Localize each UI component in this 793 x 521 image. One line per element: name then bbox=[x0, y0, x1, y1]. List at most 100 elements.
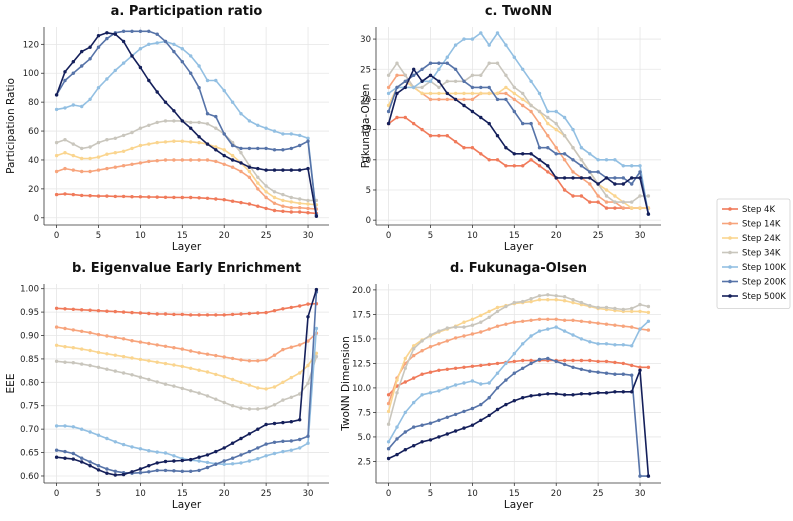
data-point bbox=[71, 103, 76, 107]
data-point bbox=[172, 49, 176, 54]
data-point bbox=[222, 198, 226, 202]
data-point bbox=[222, 162, 226, 166]
data-point bbox=[604, 188, 609, 192]
data-point bbox=[546, 170, 550, 174]
data-point bbox=[71, 60, 76, 64]
data-point bbox=[239, 200, 243, 205]
data-point bbox=[470, 73, 475, 78]
data-point bbox=[487, 158, 491, 162]
legend-swatch-marker bbox=[728, 265, 732, 269]
data-point bbox=[604, 194, 609, 198]
data-point bbox=[105, 138, 109, 142]
data-point bbox=[604, 359, 609, 364]
data-point bbox=[546, 356, 550, 361]
data-point bbox=[306, 363, 310, 368]
data-point bbox=[272, 451, 277, 456]
data-point bbox=[395, 73, 399, 78]
data-point bbox=[264, 168, 268, 172]
data-point bbox=[121, 337, 126, 341]
data-point bbox=[537, 109, 542, 114]
data-point bbox=[638, 368, 642, 372]
data-point bbox=[180, 195, 184, 200]
data-point bbox=[495, 158, 500, 162]
data-point bbox=[189, 366, 193, 370]
data-point bbox=[63, 360, 67, 364]
data-point bbox=[230, 441, 235, 445]
series-line bbox=[387, 298, 649, 412]
y-tick-label: 0 bbox=[366, 216, 371, 226]
data-point bbox=[121, 149, 126, 153]
data-point bbox=[222, 400, 226, 405]
data-point bbox=[272, 190, 277, 194]
data-point bbox=[96, 468, 101, 472]
data-point bbox=[412, 121, 416, 126]
data-point bbox=[579, 194, 584, 198]
data-point bbox=[453, 366, 458, 370]
data-point bbox=[453, 67, 458, 72]
data-point bbox=[579, 358, 584, 363]
data-point bbox=[386, 85, 391, 90]
y-axis-label: Participation Ratio bbox=[5, 78, 17, 174]
data-point bbox=[197, 313, 201, 317]
data-point bbox=[420, 440, 424, 444]
data-point bbox=[562, 152, 567, 156]
data-point bbox=[205, 313, 210, 317]
data-point bbox=[462, 79, 466, 84]
data-point bbox=[80, 146, 84, 151]
y-tick-label: 12.5 bbox=[352, 359, 371, 369]
data-point bbox=[428, 73, 433, 78]
data-point bbox=[546, 164, 550, 168]
x-tick-label: 0 bbox=[386, 231, 391, 241]
data-point bbox=[205, 122, 210, 126]
data-point bbox=[579, 367, 584, 371]
series-step-100k bbox=[386, 31, 651, 216]
y-tick-label: 7.5 bbox=[357, 408, 371, 418]
data-point bbox=[113, 165, 118, 169]
data-point bbox=[428, 91, 433, 96]
data-point bbox=[579, 164, 584, 168]
data-point bbox=[646, 194, 651, 198]
y-tick-label: 120 bbox=[23, 40, 39, 50]
data-point bbox=[138, 471, 143, 475]
data-point bbox=[80, 329, 84, 333]
data-point bbox=[504, 73, 508, 78]
data-point bbox=[264, 422, 268, 427]
y-tick-label: 0.60 bbox=[20, 472, 39, 482]
data-point bbox=[197, 196, 201, 200]
data-point bbox=[256, 166, 260, 171]
data-point bbox=[88, 194, 92, 198]
data-point bbox=[504, 322, 508, 326]
data-point bbox=[504, 361, 508, 366]
data-point bbox=[298, 168, 302, 172]
data-point bbox=[63, 456, 67, 460]
data-point bbox=[281, 398, 285, 402]
data-point bbox=[105, 31, 109, 35]
data-point bbox=[630, 306, 634, 311]
data-point bbox=[495, 61, 500, 65]
data-point bbox=[529, 109, 533, 114]
data-point bbox=[453, 325, 458, 329]
data-point bbox=[495, 97, 500, 102]
data-point bbox=[512, 109, 516, 114]
series-line bbox=[387, 357, 649, 477]
data-point bbox=[71, 307, 76, 311]
data-point bbox=[239, 453, 243, 457]
data-point bbox=[529, 361, 533, 366]
data-point bbox=[105, 352, 109, 356]
data-point bbox=[638, 474, 642, 478]
data-point bbox=[130, 195, 134, 199]
data-point bbox=[80, 427, 84, 431]
data-point bbox=[71, 425, 76, 429]
data-point bbox=[54, 424, 59, 428]
data-point bbox=[470, 146, 475, 150]
data-point bbox=[71, 451, 76, 456]
data-point bbox=[247, 449, 252, 454]
data-point bbox=[205, 196, 210, 200]
data-point bbox=[428, 438, 433, 442]
data-point bbox=[264, 358, 268, 362]
x-tick-label: 25 bbox=[593, 489, 604, 499]
data-point bbox=[138, 357, 143, 362]
data-point bbox=[172, 139, 176, 143]
data-point bbox=[588, 392, 592, 396]
data-point bbox=[395, 425, 399, 429]
